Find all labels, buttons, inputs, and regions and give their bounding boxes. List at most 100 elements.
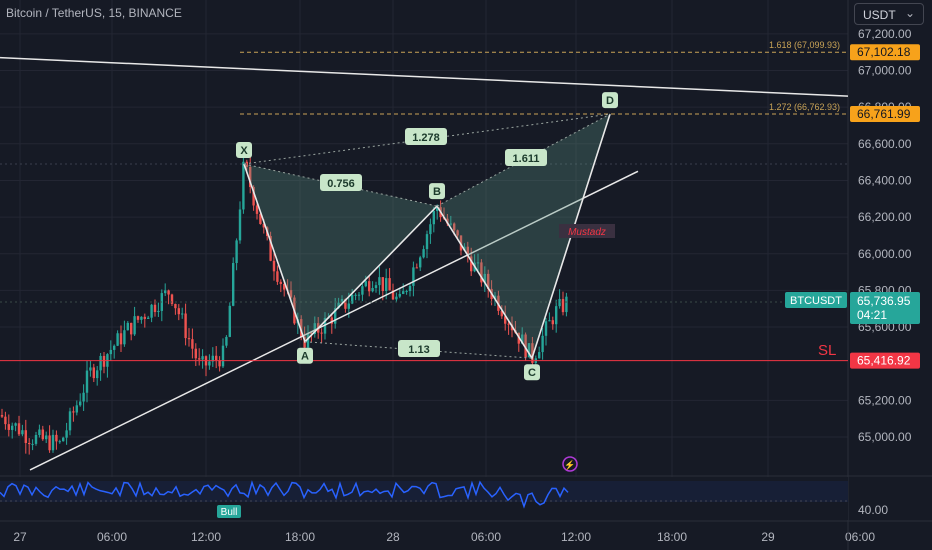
candle-body bbox=[368, 281, 371, 292]
candle-body bbox=[310, 333, 313, 335]
candle-body bbox=[34, 435, 38, 444]
price-tick-label: 67,000.00 bbox=[858, 64, 912, 78]
candle-body bbox=[340, 299, 344, 303]
time-tick-label: 27 bbox=[13, 530, 27, 544]
candle-body bbox=[136, 316, 140, 320]
candle-body bbox=[262, 224, 265, 228]
candle-body bbox=[201, 356, 204, 360]
candle-body bbox=[191, 339, 194, 349]
candle-body bbox=[476, 262, 480, 264]
candle-body bbox=[527, 343, 531, 358]
candle-body bbox=[371, 288, 374, 292]
candle-body bbox=[459, 235, 463, 251]
candle-body bbox=[68, 411, 72, 431]
watermark-box bbox=[559, 224, 615, 238]
candle-body bbox=[330, 317, 333, 324]
candle-body bbox=[429, 224, 432, 235]
candle-body bbox=[408, 285, 412, 292]
time-tick-label: 06:00 bbox=[471, 530, 501, 544]
candle-body bbox=[466, 246, 469, 257]
candle-body bbox=[11, 425, 14, 430]
ratio-label-box bbox=[320, 174, 362, 191]
candle-body bbox=[221, 345, 225, 367]
candle-body bbox=[198, 358, 201, 360]
rsi-tick-label: 40.00 bbox=[858, 503, 888, 517]
candle-body bbox=[82, 392, 85, 402]
candle-body bbox=[150, 304, 153, 318]
time-tick-label: 06:00 bbox=[845, 530, 875, 544]
candle-body bbox=[524, 334, 527, 358]
ratio-label-box bbox=[505, 149, 547, 166]
fib-level-label: 1.272 (66,762.93) bbox=[769, 102, 840, 112]
candle-body bbox=[507, 323, 510, 325]
rsi-band bbox=[0, 481, 848, 502]
candle-body bbox=[357, 294, 361, 296]
candle-body bbox=[493, 295, 497, 300]
candle-body bbox=[48, 435, 51, 451]
bull-label: Bull bbox=[221, 507, 238, 518]
candle-body bbox=[558, 299, 561, 307]
candle-body bbox=[531, 343, 534, 363]
pattern-point-box bbox=[524, 364, 540, 381]
candle-body bbox=[225, 336, 228, 346]
candle-body bbox=[544, 321, 548, 336]
candle-body bbox=[361, 286, 364, 295]
candle-body bbox=[252, 187, 255, 206]
price-tick-label: 65,200.00 bbox=[858, 393, 912, 407]
candle-body bbox=[4, 416, 7, 425]
candle-body bbox=[170, 294, 174, 304]
candle-body bbox=[24, 430, 27, 443]
candle-body bbox=[412, 267, 415, 286]
ratio-label: 0.756 bbox=[327, 178, 355, 190]
candle-body bbox=[181, 313, 184, 315]
candle-body bbox=[419, 257, 422, 268]
candle-body bbox=[289, 290, 293, 298]
candle-body bbox=[378, 277, 381, 286]
pattern-point-box bbox=[297, 347, 313, 364]
candle-body bbox=[334, 308, 337, 324]
candle-body bbox=[436, 207, 439, 212]
candle-body bbox=[548, 320, 551, 322]
fib-price-tag-bg bbox=[850, 44, 920, 61]
pattern-triangle-bcd bbox=[437, 114, 610, 359]
candle-body bbox=[215, 355, 218, 361]
candle-body bbox=[320, 332, 323, 334]
pattern-point-box bbox=[236, 141, 252, 158]
candle-body bbox=[41, 429, 44, 440]
candle-body bbox=[313, 323, 316, 334]
candle-body bbox=[449, 223, 452, 225]
candle-body bbox=[0, 415, 4, 417]
candle-body bbox=[283, 284, 286, 290]
pattern-point-label: D bbox=[606, 95, 614, 107]
time-tick-label: 12:00 bbox=[561, 530, 591, 544]
current-price-tag-bg bbox=[850, 291, 920, 324]
candle-body bbox=[58, 441, 61, 443]
candle-body bbox=[89, 367, 92, 371]
candle-body bbox=[177, 308, 180, 315]
candle-body bbox=[504, 316, 507, 324]
candle-body bbox=[119, 333, 123, 345]
price-tick-label: 66,200.00 bbox=[858, 210, 912, 224]
current-price-tag: 65,736.95 bbox=[857, 294, 911, 308]
candle-body bbox=[446, 218, 449, 224]
pattern-point-label: X bbox=[240, 145, 248, 157]
currency-selector[interactable]: USDT ⌄ bbox=[854, 3, 924, 25]
candle-body bbox=[126, 322, 129, 331]
candle-body bbox=[79, 401, 82, 406]
candle-body bbox=[157, 310, 160, 313]
candle-body bbox=[351, 294, 354, 304]
pattern-ratio-connector bbox=[243, 113, 611, 165]
time-tick-label: 18:00 bbox=[285, 530, 315, 544]
candle-body bbox=[249, 166, 252, 188]
candle-body bbox=[232, 263, 235, 306]
candle-body bbox=[153, 304, 157, 313]
candle-body bbox=[551, 320, 554, 325]
candle-body bbox=[555, 306, 558, 325]
time-tick-label: 18:00 bbox=[657, 530, 687, 544]
candle-countdown: 04:21 bbox=[857, 308, 887, 322]
rsi-line bbox=[0, 480, 569, 509]
lightning-icon-glyph: ⚡ bbox=[564, 459, 575, 471]
ratio-label-box bbox=[405, 128, 447, 145]
